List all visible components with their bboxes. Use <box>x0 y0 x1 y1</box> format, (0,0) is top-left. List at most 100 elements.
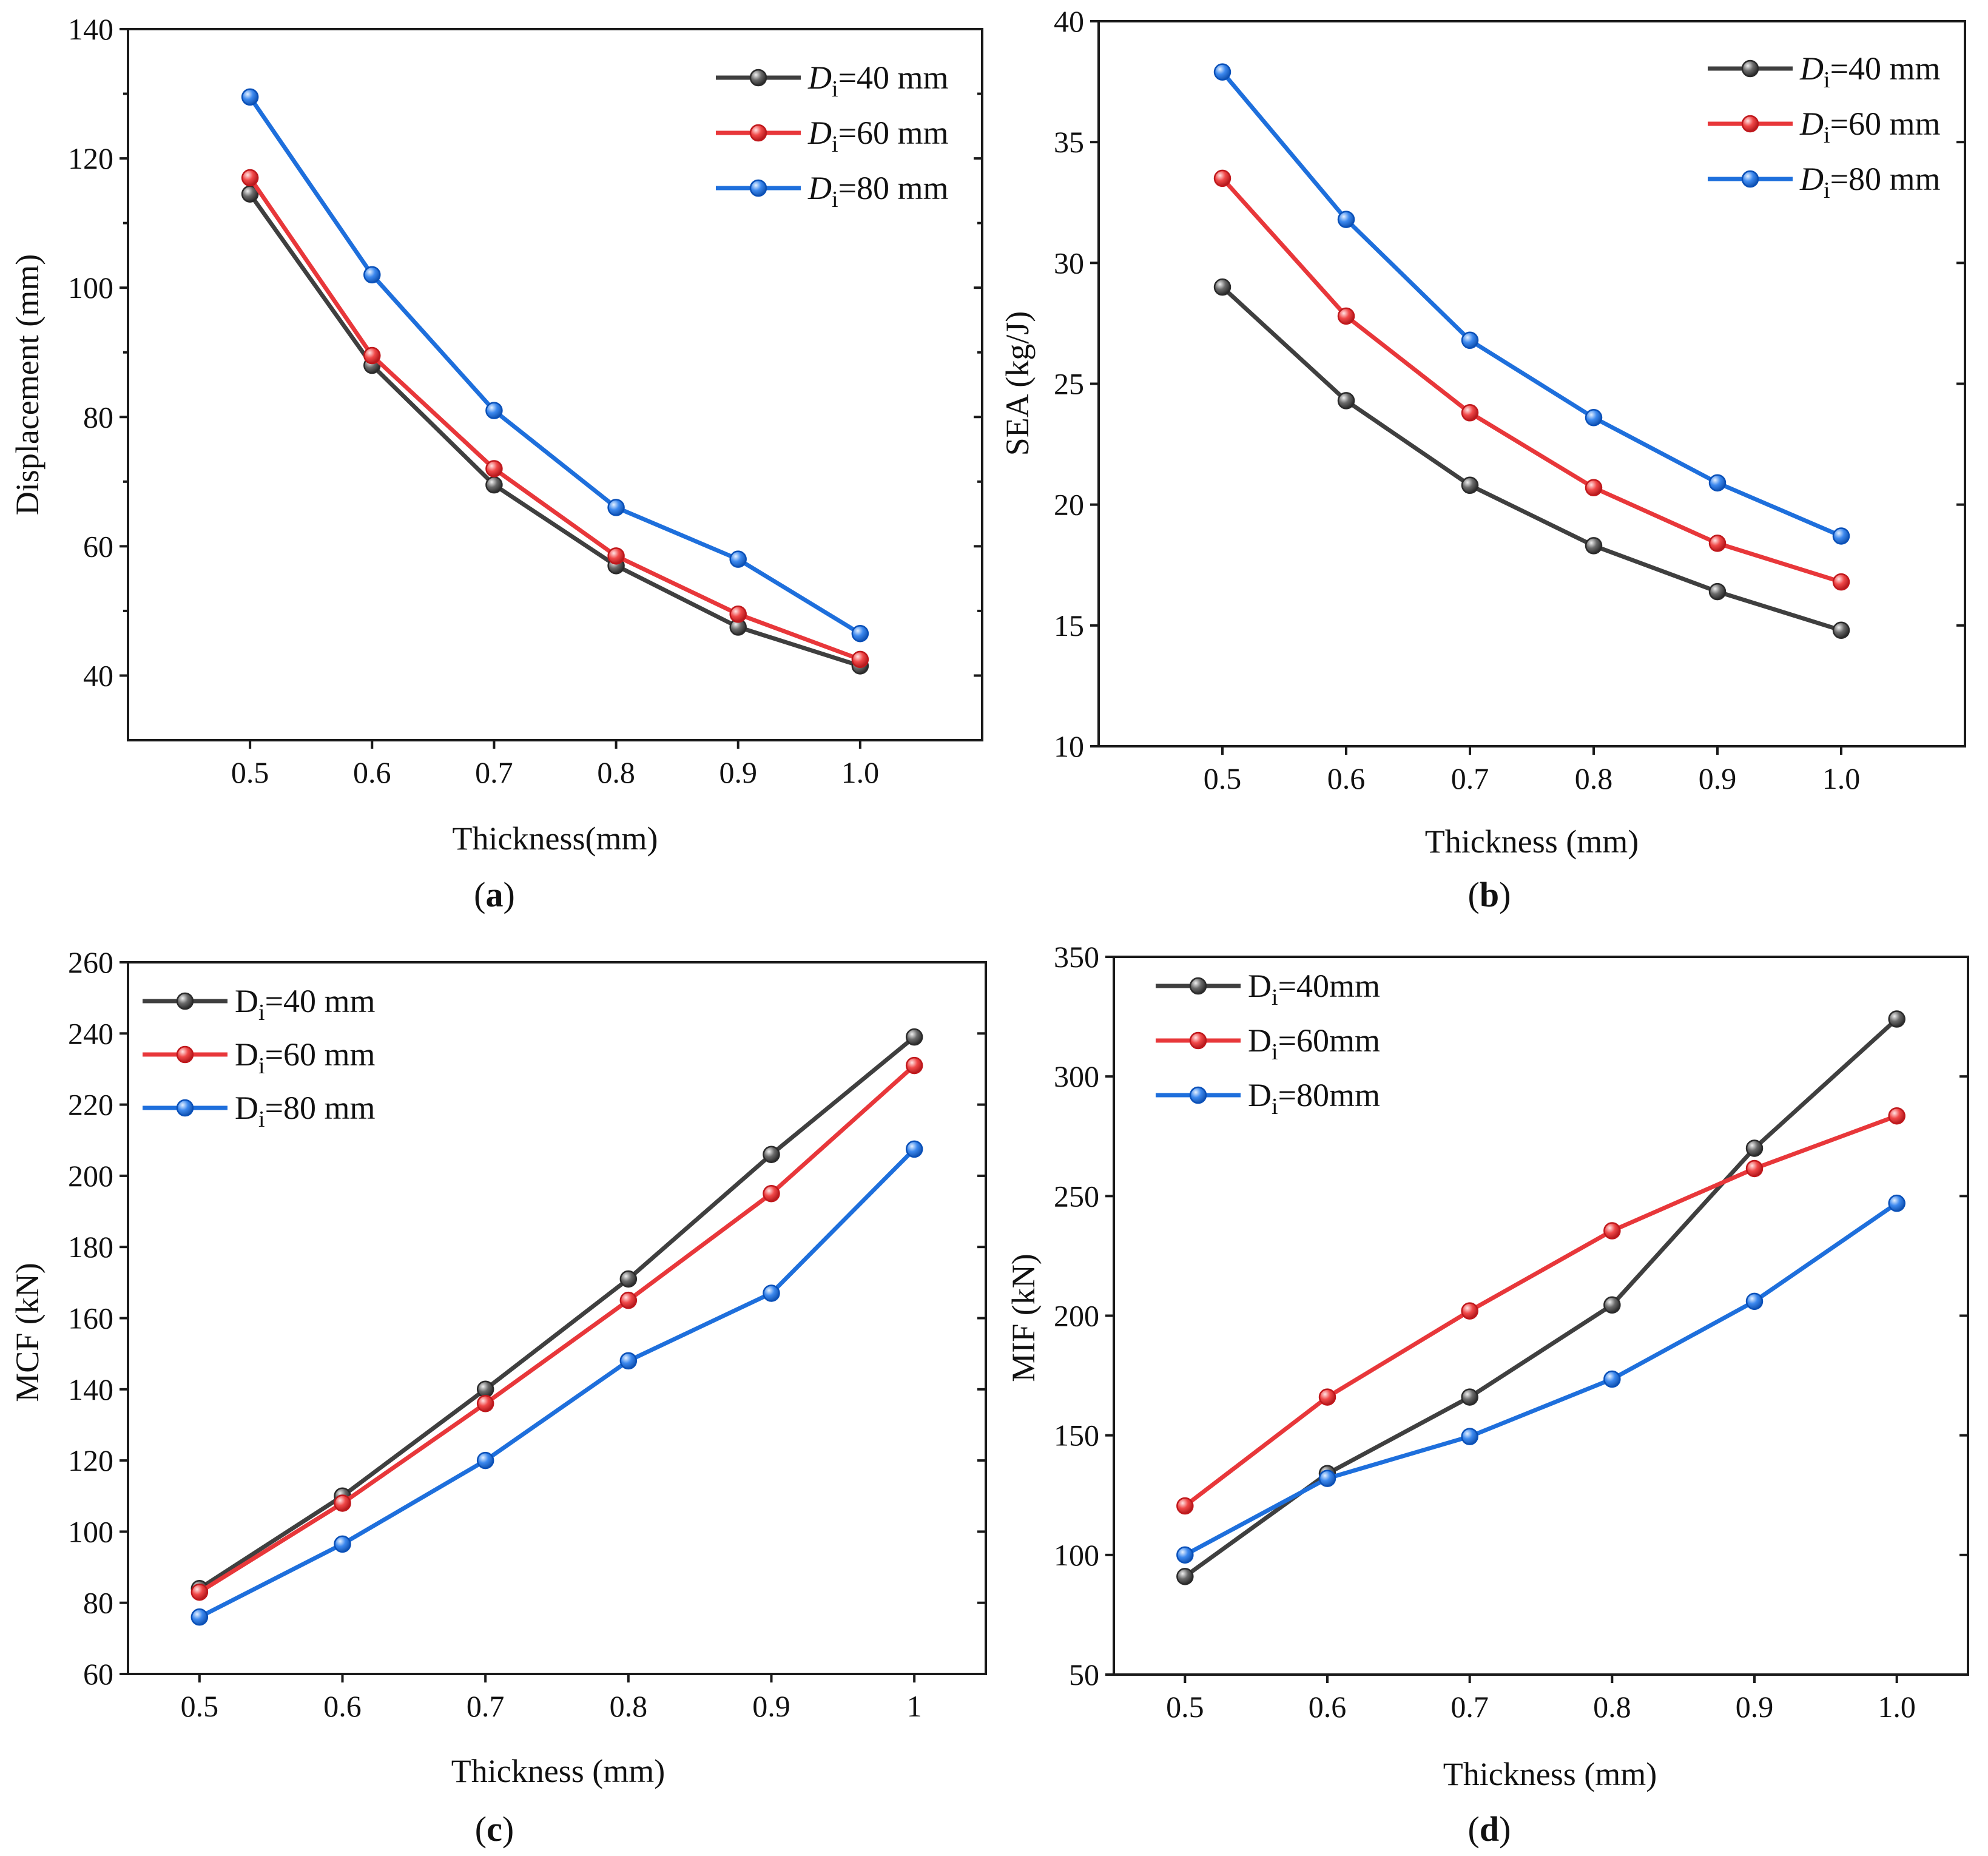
data-point-d40 <box>1461 476 1479 494</box>
x-tick-label: 0.9 <box>1736 1690 1774 1724</box>
y-tick-labels: 50 100 150 200 250 300 350 <box>1054 940 1099 1692</box>
legend: Di=40 mm Di=60 mm Di=80 mm <box>716 59 949 212</box>
y-tick-label: 240 <box>68 1016 113 1050</box>
legend-entry: Di=60mm <box>1156 1022 1380 1065</box>
x-axis-title: Thickness (mm) <box>451 1753 665 1789</box>
x-tick-label: 0.6 <box>1327 761 1366 795</box>
legend-label: Di=60 mm <box>807 115 949 157</box>
legend-subscript: i <box>258 1000 265 1025</box>
data-point-d40 <box>905 1028 923 1046</box>
series-line-d40 <box>197 1034 917 1591</box>
legend-symbol: D <box>235 1036 258 1073</box>
legend-entry: Di=40 mm <box>716 59 949 102</box>
y-axis-title: SEA (kg/J) <box>999 311 1036 456</box>
legend-entry: Di=40 mm <box>143 983 376 1025</box>
data-point-d40 <box>1176 1568 1194 1585</box>
series-layer <box>241 88 869 675</box>
series-line-d60 <box>197 1063 917 1594</box>
series-line-d60 <box>248 175 863 662</box>
data-point-d60 <box>851 650 869 669</box>
data-point-d80 <box>763 1284 780 1302</box>
x-tick-label: 0.5 <box>231 755 269 789</box>
legend-suffix: =60 mm <box>1830 106 1941 142</box>
legend-entry: Di=80 mm <box>1708 161 1941 203</box>
legend-suffix: =60mm <box>1278 1022 1380 1059</box>
data-point-d60 <box>1213 169 1232 187</box>
x-axis-title: Thickness (mm) <box>1425 823 1639 860</box>
legend-suffix: =40mm <box>1278 968 1380 1004</box>
data-point-d40 <box>619 1270 638 1288</box>
y-tick-label: 30 <box>1054 246 1084 280</box>
panel-label-letter: c <box>487 1809 502 1849</box>
data-point-d60 <box>485 460 503 477</box>
x-tick-label: 0.5 <box>1166 1690 1204 1724</box>
panel-label: (b) <box>1468 875 1511 914</box>
data-point-d80 <box>1745 1292 1764 1311</box>
legend-entry: Di=60 mm <box>1708 106 1941 148</box>
data-point-d60 <box>1461 404 1479 422</box>
y-tick-label: 200 <box>1054 1299 1099 1333</box>
data-point-d80 <box>1461 331 1479 349</box>
series-line-d80 <box>248 95 863 636</box>
data-point-d80 <box>607 499 625 516</box>
legend-subscript: i <box>832 132 838 157</box>
data-point-d80 <box>363 266 381 284</box>
y-tick-label: 15 <box>1054 609 1084 643</box>
legend-entry: Di=40 mm <box>1708 50 1941 93</box>
series-line-d60 <box>1182 1113 1899 1508</box>
y-tick-label: 200 <box>68 1159 113 1193</box>
data-point-d80 <box>729 550 747 568</box>
legend: Di=40 mm Di=60 mm Di=80 mm <box>143 983 376 1132</box>
data-point-d60 <box>476 1395 494 1412</box>
legend-label: Di=60mm <box>1248 1022 1380 1065</box>
x-tick-label: 0.8 <box>610 1689 648 1723</box>
legend-symbol: D <box>1799 161 1824 197</box>
legend-entry: Di=80 mm <box>143 1090 376 1132</box>
series-line-d80 <box>197 1147 917 1619</box>
x-tick-label: 0.7 <box>475 755 513 789</box>
legend-subscript: i <box>258 1053 265 1079</box>
legend-symbol: D <box>1799 50 1824 87</box>
x-tick-labels: 0.5 0.6 0.7 0.8 0.9 1.0 <box>1204 761 1861 795</box>
y-tick-label: 10 <box>1054 729 1084 763</box>
legend: Di=40mm Di=60mm Di=80mm <box>1156 968 1380 1119</box>
data-point-d60 <box>1461 1302 1478 1320</box>
data-point-d40 <box>1888 1010 1905 1028</box>
data-point-d80 <box>851 624 869 643</box>
legend-symbol: D <box>235 1090 258 1126</box>
plot-frame <box>127 28 983 741</box>
y-tick-label: 60 <box>83 1657 113 1691</box>
x-tick-label: 0.7 <box>467 1689 505 1723</box>
legend-subscript: i <box>832 187 838 212</box>
data-point-d80 <box>1337 211 1355 228</box>
x-tick-label: 0.7 <box>1451 761 1489 795</box>
chart-panel-a: 40 60 80 100 120 140 0.5 0.6 0.7 0.8 0.9… <box>9 12 983 914</box>
legend-label: Di=40mm <box>1248 968 1380 1010</box>
legend-suffix: =80 mm <box>265 1090 376 1126</box>
x-tick-label: 1.0 <box>841 755 880 789</box>
legend-marker-icon <box>749 179 767 197</box>
legend: Di=40 mm Di=60 mm Di=80 mm <box>1708 50 1941 203</box>
y-tick-label: 150 <box>1054 1419 1099 1453</box>
x-tick-labels: 0.5 0.6 0.7 0.8 0.9 1.0 <box>231 755 879 789</box>
legend-label: Di=40 mm <box>807 59 949 102</box>
x-tick-label: 0.8 <box>597 755 635 789</box>
y-tick-label: 300 <box>1054 1059 1099 1093</box>
data-point-d80 <box>241 88 259 106</box>
legend-marker-icon <box>1741 59 1759 78</box>
y-tick-label: 20 <box>1054 488 1084 522</box>
chart-panel-d: 50 100 150 200 250 300 350 0.5 0.6 0.7 0… <box>1005 940 1969 1849</box>
legend-marker-icon <box>1741 115 1759 133</box>
legend-suffix: =60 mm <box>265 1036 376 1073</box>
legend-label: Di=40 mm <box>1799 50 1941 93</box>
data-point-d80 <box>485 402 503 419</box>
x-tick-label: 1 <box>907 1689 922 1723</box>
legend-entry: Di=40mm <box>1156 968 1380 1010</box>
legend-entry: Di=60 mm <box>143 1036 376 1079</box>
data-point-d60 <box>241 169 259 187</box>
data-point-d40 <box>1337 392 1355 410</box>
data-point-d40 <box>1708 582 1727 601</box>
panel-label-letter: b <box>1480 875 1499 914</box>
data-point-d60 <box>1585 479 1603 497</box>
data-point-d80 <box>1603 1370 1621 1388</box>
